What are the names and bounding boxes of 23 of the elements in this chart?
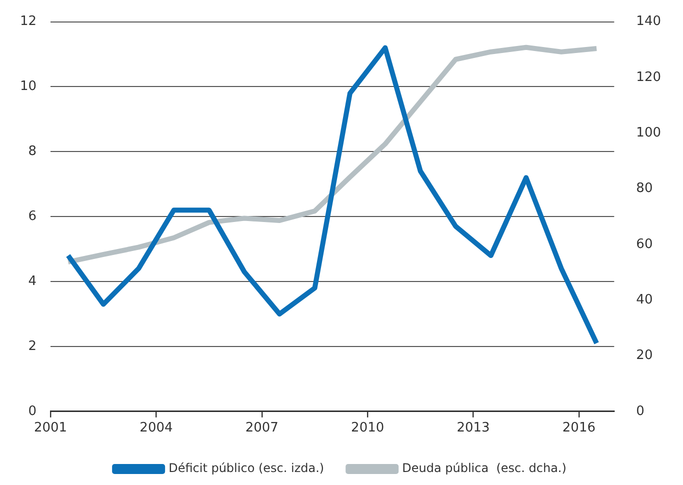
y2-tick-label: 80 (636, 181, 653, 196)
y-tick-label: 8 (28, 144, 37, 160)
y-tick-label: 6 (28, 208, 37, 224)
x-tick-label: 2013 (456, 420, 490, 436)
y-tick-label: 4 (28, 274, 37, 289)
y-tick-label: 0 (28, 404, 37, 419)
y2-tick-label: 60 (636, 236, 653, 252)
y2-tick-label: 0 (636, 404, 644, 419)
y-tick-label: 10 (20, 79, 37, 94)
x-tick-label: 2007 (245, 420, 278, 436)
y2-tick-label: 40 (636, 292, 653, 308)
x-tick-label: 2001 (34, 420, 68, 436)
y2-tick-label: 20 (636, 348, 653, 364)
y-tick-label: 12 (20, 14, 37, 30)
y-tick-label: 2 (28, 338, 37, 354)
x-tick-label: 2004 (140, 420, 173, 436)
y2-tick-label: 140 (636, 14, 662, 30)
y2-tick-label: 120 (636, 70, 662, 85)
y2-tick-label: 100 (636, 125, 662, 140)
legend-label: Déficit público (esc. izda.) (168, 461, 324, 476)
x-tick-label: 2010 (351, 420, 384, 436)
legend-label: Deuda pública (esc. dcha.) (402, 461, 566, 476)
x-tick-label: 2016 (562, 420, 596, 436)
